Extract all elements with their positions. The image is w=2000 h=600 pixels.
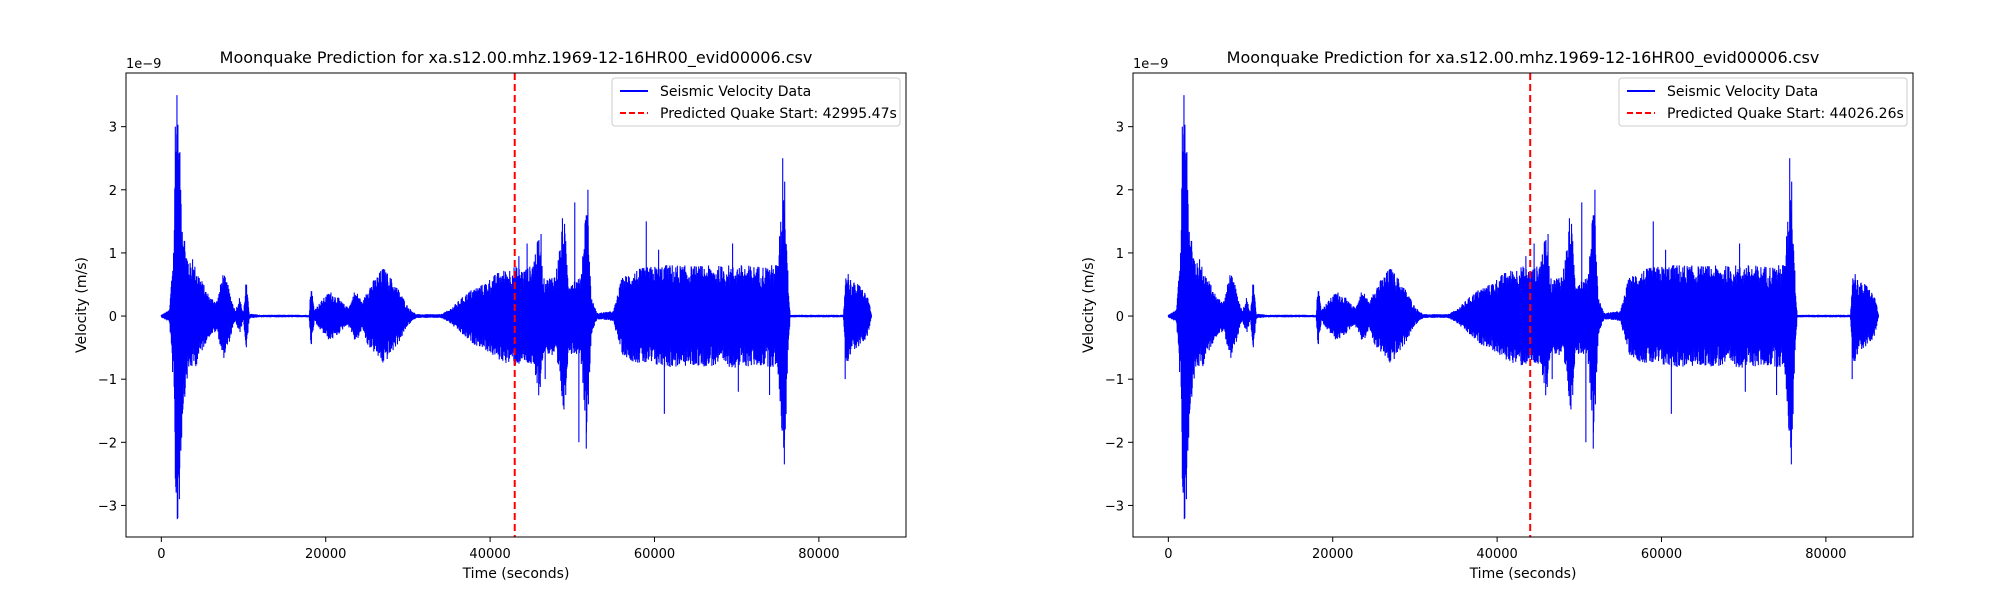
y-scale-label: 1e−9 (126, 57, 161, 72)
x-tick-label: 0 (1164, 547, 1172, 562)
plot-area (1167, 73, 1880, 537)
y-axis-label: Velocity (m/s) (74, 257, 90, 353)
legend-label-seismic: Seismic Velocity Data (660, 84, 811, 100)
x-tick-label: 40000 (469, 547, 510, 562)
y-tick-label: −1 (98, 373, 117, 388)
chart-title: Moonquake Prediction for xa.s12.00.mhz.1… (220, 48, 813, 68)
x-tick-label: 60000 (1641, 547, 1682, 562)
legend-label-seismic: Seismic Velocity Data (1667, 84, 1818, 100)
x-tick-label: 60000 (634, 547, 675, 562)
x-tick-label: 20000 (305, 547, 346, 562)
x-axis-label: Time (seconds) (462, 566, 570, 582)
y-tick-label: 3 (109, 121, 117, 136)
y-tick-label: 2 (1116, 184, 1124, 199)
legend-label-predicted: Predicted Quake Start: 44026.26s (1667, 106, 1904, 122)
y-axis-label: Velocity (m/s) (1081, 257, 1097, 353)
x-axis-ticks: 0 20000 40000 60000 80000 (157, 537, 840, 562)
legend: Seismic Velocity Data Predicted Quake St… (1618, 77, 1908, 127)
x-tick-label: 20000 (1312, 547, 1353, 562)
x-axis-ticks: 0 20000 40000 60000 80000 (1164, 537, 1847, 562)
axes-frame (125, 72, 907, 538)
legend-box (611, 77, 901, 127)
chart-left: Moonquake Prediction for xa.s12.00.mhz.1… (74, 48, 907, 582)
x-tick-label: 80000 (1805, 547, 1846, 562)
legend-box (1618, 77, 1908, 127)
x-tick-label: 40000 (1476, 547, 1517, 562)
y-tick-label: 2 (109, 184, 117, 199)
chart-title: Moonquake Prediction for xa.s12.00.mhz.1… (1227, 48, 1820, 68)
plot-area (160, 73, 873, 537)
x-tick-label: 80000 (798, 547, 839, 562)
x-axis-label: Time (seconds) (1469, 566, 1577, 582)
y-tick-label: 1 (1116, 247, 1124, 262)
y-tick-label: −2 (98, 436, 117, 451)
y-tick-label: −3 (98, 499, 117, 514)
x-tick-label: 0 (157, 547, 165, 562)
axes-frame (1132, 72, 1914, 538)
y-tick-label: −3 (1105, 499, 1124, 514)
seismic-velocity-line (1167, 95, 1880, 520)
chart-right: Moonquake Prediction for xa.s12.00.mhz.1… (1081, 48, 1914, 582)
y-tick-label: 0 (109, 310, 117, 325)
y-tick-label: 3 (1116, 121, 1124, 136)
y-scale-label: 1e−9 (1133, 57, 1168, 72)
y-tick-label: 0 (1116, 310, 1124, 325)
legend: Seismic Velocity Data Predicted Quake St… (611, 77, 901, 127)
y-axis-ticks: −3 −2 −1 0 1 2 3 (98, 121, 126, 514)
seismic-velocity-line (160, 95, 873, 520)
y-tick-label: 1 (109, 247, 117, 262)
legend-label-predicted: Predicted Quake Start: 42995.47s (660, 106, 897, 122)
y-axis-ticks: −3 −2 −1 0 1 2 3 (1105, 121, 1133, 514)
y-tick-label: −1 (1105, 373, 1124, 388)
y-tick-label: −2 (1105, 436, 1124, 451)
